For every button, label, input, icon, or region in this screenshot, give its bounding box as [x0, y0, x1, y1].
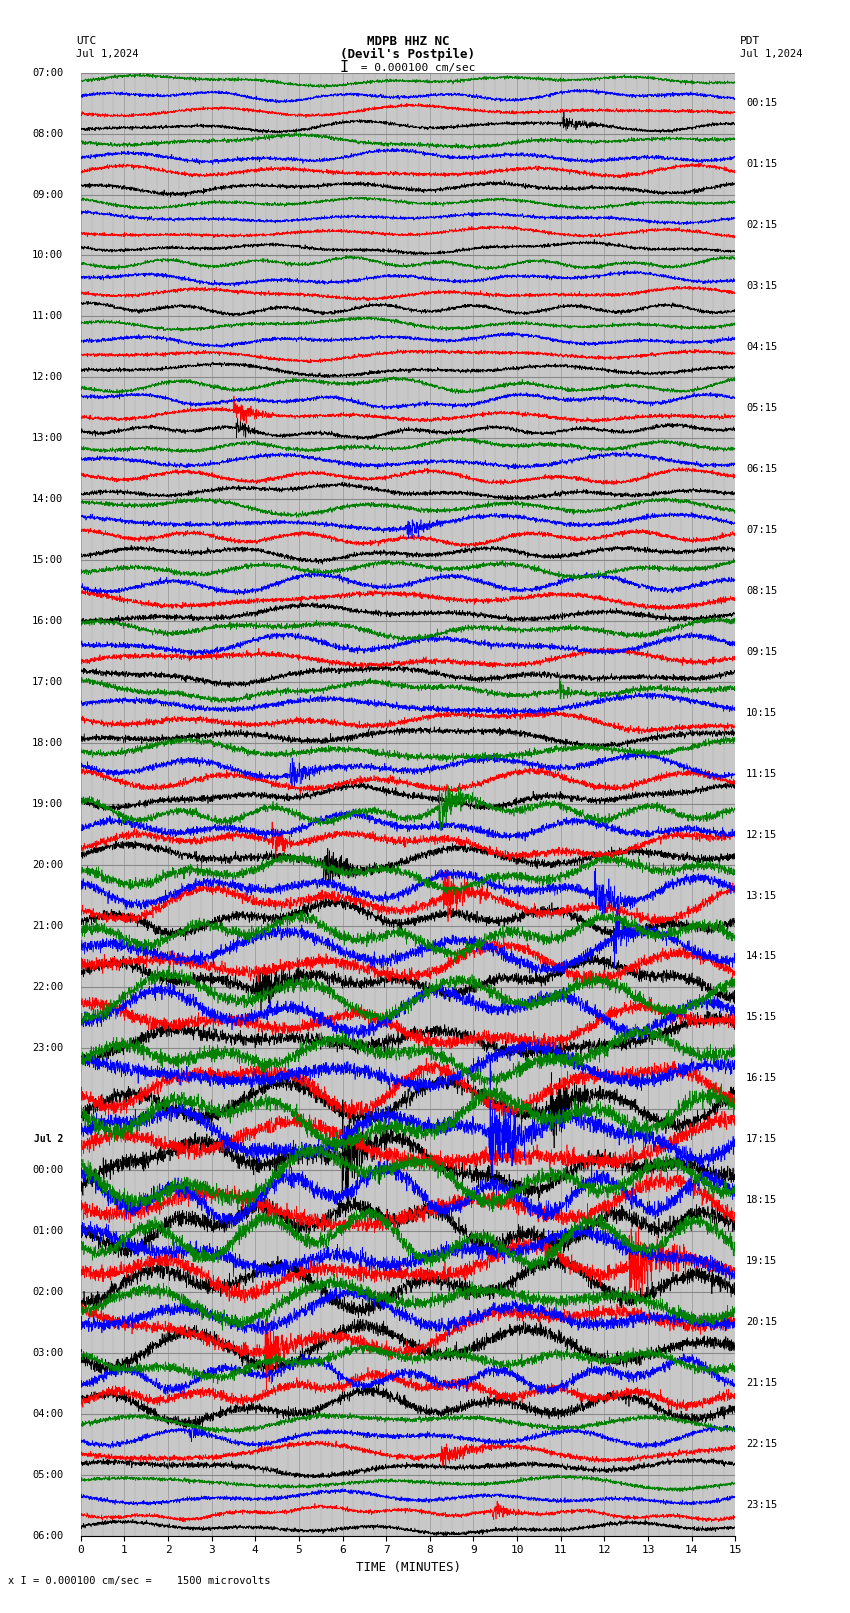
Text: 18:00: 18:00	[32, 739, 63, 748]
Text: 16:15: 16:15	[746, 1073, 778, 1084]
Text: 06:15: 06:15	[746, 465, 778, 474]
Text: UTC: UTC	[76, 35, 97, 47]
Text: 07:15: 07:15	[746, 524, 778, 536]
Text: 19:00: 19:00	[32, 798, 63, 810]
Text: 13:00: 13:00	[32, 434, 63, 444]
Text: 22:00: 22:00	[32, 982, 63, 992]
Text: 18:15: 18:15	[746, 1195, 778, 1205]
Text: 01:15: 01:15	[746, 160, 778, 169]
Text: 19:15: 19:15	[746, 1257, 778, 1266]
Text: 08:15: 08:15	[746, 586, 778, 595]
Text: 20:00: 20:00	[32, 860, 63, 869]
Text: 20:15: 20:15	[746, 1318, 778, 1327]
Text: 05:00: 05:00	[32, 1469, 63, 1479]
Text: MDPB HHZ NC: MDPB HHZ NC	[366, 34, 450, 48]
Text: Jul 1,2024: Jul 1,2024	[76, 48, 139, 60]
Text: 14:15: 14:15	[746, 952, 778, 961]
Text: 09:15: 09:15	[746, 647, 778, 656]
Text: 03:00: 03:00	[32, 1348, 63, 1358]
Text: 12:00: 12:00	[32, 373, 63, 382]
Text: 15:15: 15:15	[746, 1013, 778, 1023]
Text: x I = 0.000100 cm/sec =    1500 microvolts: x I = 0.000100 cm/sec = 1500 microvolts	[8, 1576, 271, 1586]
Text: 11:00: 11:00	[32, 311, 63, 321]
Text: 16:00: 16:00	[32, 616, 63, 626]
Text: (Devil's Postpile): (Devil's Postpile)	[341, 47, 475, 61]
Text: 10:15: 10:15	[746, 708, 778, 718]
Text: = 0.000100 cm/sec: = 0.000100 cm/sec	[354, 63, 476, 73]
Text: 01:00: 01:00	[32, 1226, 63, 1236]
Text: 02:00: 02:00	[32, 1287, 63, 1297]
Text: 22:15: 22:15	[746, 1439, 778, 1448]
Text: Jul 2: Jul 2	[34, 1134, 63, 1144]
Text: 03:15: 03:15	[746, 281, 778, 290]
Text: 00:00: 00:00	[32, 1165, 63, 1174]
Text: 06:00: 06:00	[32, 1531, 63, 1540]
Text: 23:00: 23:00	[32, 1044, 63, 1053]
Text: 05:15: 05:15	[746, 403, 778, 413]
Text: PDT: PDT	[740, 35, 760, 47]
Text: 04:00: 04:00	[32, 1408, 63, 1419]
Text: 04:15: 04:15	[746, 342, 778, 352]
Text: 21:15: 21:15	[746, 1378, 778, 1389]
Text: 02:15: 02:15	[746, 219, 778, 231]
Text: 21:00: 21:00	[32, 921, 63, 931]
Text: 08:00: 08:00	[32, 129, 63, 139]
Text: Jul 1,2024: Jul 1,2024	[740, 48, 802, 60]
Text: 09:00: 09:00	[32, 189, 63, 200]
Text: 23:15: 23:15	[746, 1500, 778, 1510]
Text: 00:15: 00:15	[746, 98, 778, 108]
Text: 13:15: 13:15	[746, 890, 778, 900]
X-axis label: TIME (MINUTES): TIME (MINUTES)	[355, 1561, 461, 1574]
Text: 15:00: 15:00	[32, 555, 63, 565]
Text: 11:15: 11:15	[746, 769, 778, 779]
Text: 12:15: 12:15	[746, 829, 778, 839]
Text: I: I	[340, 60, 348, 76]
Text: 17:15: 17:15	[746, 1134, 778, 1144]
Text: 10:00: 10:00	[32, 250, 63, 260]
Text: 14:00: 14:00	[32, 494, 63, 505]
Text: 07:00: 07:00	[32, 68, 63, 77]
Text: 17:00: 17:00	[32, 677, 63, 687]
